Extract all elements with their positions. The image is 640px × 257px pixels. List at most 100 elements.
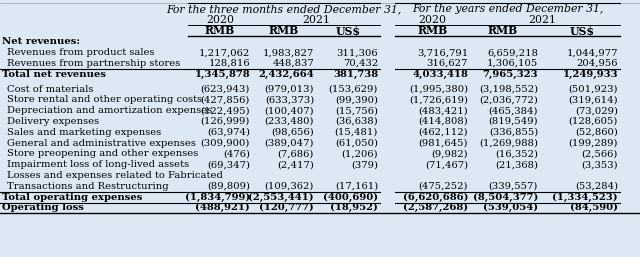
- Text: 1,044,977: 1,044,977: [566, 48, 618, 57]
- Text: (1,726,619): (1,726,619): [409, 95, 468, 104]
- Text: 316,627: 316,627: [427, 59, 468, 68]
- Text: (73,029): (73,029): [575, 106, 618, 115]
- Text: (1,834,799): (1,834,799): [185, 192, 250, 202]
- Text: For the three months ended December 31,: For the three months ended December 31,: [166, 4, 402, 14]
- Text: (2,566): (2,566): [582, 149, 618, 158]
- Text: (623,943): (623,943): [200, 85, 250, 94]
- Text: (71,467): (71,467): [425, 160, 468, 169]
- Text: (36,638): (36,638): [335, 117, 378, 126]
- Text: 128,816: 128,816: [209, 59, 250, 68]
- Text: (319,614): (319,614): [568, 95, 618, 104]
- Text: 1,345,878: 1,345,878: [195, 70, 250, 79]
- Text: (61,050): (61,050): [335, 139, 378, 148]
- Text: (53,284): (53,284): [575, 182, 618, 191]
- Text: (488,921): (488,921): [195, 203, 250, 213]
- Text: (819,549): (819,549): [488, 117, 538, 126]
- Text: (84,590): (84,590): [570, 203, 618, 213]
- Text: (476): (476): [223, 149, 250, 158]
- Text: Revenues from partnership stores: Revenues from partnership stores: [7, 59, 180, 68]
- Text: (981,645): (981,645): [419, 139, 468, 148]
- Text: Store preopening and other expenses: Store preopening and other expenses: [7, 149, 198, 158]
- Text: General and administrative expenses: General and administrative expenses: [7, 139, 196, 148]
- Text: 448,837: 448,837: [272, 59, 314, 68]
- Text: (99,390): (99,390): [335, 95, 378, 104]
- Text: (501,923): (501,923): [568, 85, 618, 94]
- Text: (3,353): (3,353): [581, 160, 618, 169]
- Text: (633,373): (633,373): [265, 95, 314, 104]
- Text: 6,659,218: 6,659,218: [487, 48, 538, 57]
- Text: (400,690): (400,690): [323, 192, 378, 202]
- Text: (339,557): (339,557): [488, 182, 538, 191]
- Text: (539,054): (539,054): [483, 203, 538, 213]
- Text: 1,217,062: 1,217,062: [199, 48, 250, 57]
- Text: (153,629): (153,629): [328, 85, 378, 94]
- Text: (199,289): (199,289): [568, 139, 618, 148]
- Text: (336,855): (336,855): [489, 128, 538, 137]
- Text: (1,206): (1,206): [341, 149, 378, 158]
- Text: (309,900): (309,900): [200, 139, 250, 148]
- Text: (89,809): (89,809): [207, 182, 250, 191]
- Text: (379): (379): [351, 160, 378, 169]
- Text: Losses and expenses related to Fabricated: Losses and expenses related to Fabricate…: [7, 171, 223, 180]
- Text: (2,553,441): (2,553,441): [248, 192, 314, 202]
- Text: (52,860): (52,860): [575, 128, 618, 137]
- Text: (2,587,268): (2,587,268): [403, 203, 468, 213]
- Text: (1,334,523): (1,334,523): [552, 192, 618, 202]
- Text: (122,495): (122,495): [200, 106, 250, 115]
- Text: 4,033,418: 4,033,418: [412, 70, 468, 79]
- Text: (979,013): (979,013): [264, 85, 314, 94]
- Text: (109,362): (109,362): [264, 182, 314, 191]
- Text: (389,047): (389,047): [264, 139, 314, 148]
- Text: (15,481): (15,481): [335, 128, 378, 137]
- Text: Transactions and Restructuring: Transactions and Restructuring: [7, 182, 168, 191]
- Text: (414,808): (414,808): [419, 117, 468, 126]
- Text: 2020: 2020: [206, 15, 234, 25]
- Text: 7,965,323: 7,965,323: [483, 70, 538, 79]
- Text: (9,982): (9,982): [431, 149, 468, 158]
- Text: (475,252): (475,252): [419, 182, 468, 191]
- Text: Net revenues:: Net revenues:: [2, 38, 80, 47]
- Text: For the years ended December 31,: For the years ended December 31,: [412, 4, 603, 14]
- Text: (1,995,380): (1,995,380): [409, 85, 468, 94]
- Text: Depreciation and amortization expenses: Depreciation and amortization expenses: [7, 106, 212, 115]
- Text: (126,999): (126,999): [200, 117, 250, 126]
- Text: Operating loss: Operating loss: [2, 203, 84, 212]
- Text: (16,352): (16,352): [495, 149, 538, 158]
- Text: Delivery expenses: Delivery expenses: [7, 117, 99, 126]
- Text: (69,347): (69,347): [207, 160, 250, 169]
- Text: (427,856): (427,856): [200, 95, 250, 104]
- Text: RMB: RMB: [417, 25, 447, 36]
- Text: 3,716,791: 3,716,791: [417, 48, 468, 57]
- Text: Store rental and other operating costs: Store rental and other operating costs: [7, 95, 202, 104]
- Text: 381,738: 381,738: [333, 70, 378, 79]
- Text: (1,269,988): (1,269,988): [479, 139, 538, 148]
- Text: 2021: 2021: [302, 15, 330, 25]
- Text: (6,620,686): (6,620,686): [403, 192, 468, 202]
- Text: (98,656): (98,656): [271, 128, 314, 137]
- Text: (7,686): (7,686): [278, 149, 314, 158]
- Text: (100,407): (100,407): [264, 106, 314, 115]
- Text: RMB: RMB: [205, 25, 235, 36]
- Text: RMB: RMB: [269, 25, 299, 36]
- Text: 70,432: 70,432: [343, 59, 378, 68]
- Text: (3,198,552): (3,198,552): [479, 85, 538, 94]
- Text: (8,504,377): (8,504,377): [472, 192, 538, 202]
- Text: US$: US$: [570, 25, 595, 36]
- Text: (483,421): (483,421): [419, 106, 468, 115]
- Text: (18,952): (18,952): [330, 203, 378, 213]
- Text: (233,480): (233,480): [264, 117, 314, 126]
- Text: US$: US$: [335, 25, 360, 36]
- Text: 2021: 2021: [529, 15, 557, 25]
- Text: (2,036,772): (2,036,772): [479, 95, 538, 104]
- Text: RMB: RMB: [488, 25, 518, 36]
- Text: Revenues from product sales: Revenues from product sales: [7, 48, 154, 57]
- Text: (63,974): (63,974): [207, 128, 250, 137]
- Text: (21,368): (21,368): [495, 160, 538, 169]
- Text: Sales and marketing expenses: Sales and marketing expenses: [7, 128, 161, 137]
- Text: (15,756): (15,756): [335, 106, 378, 115]
- Text: (462,112): (462,112): [419, 128, 468, 137]
- Text: 2,432,664: 2,432,664: [259, 70, 314, 79]
- Text: (2,417): (2,417): [277, 160, 314, 169]
- Text: 311,306: 311,306: [337, 48, 378, 57]
- Text: 204,956: 204,956: [577, 59, 618, 68]
